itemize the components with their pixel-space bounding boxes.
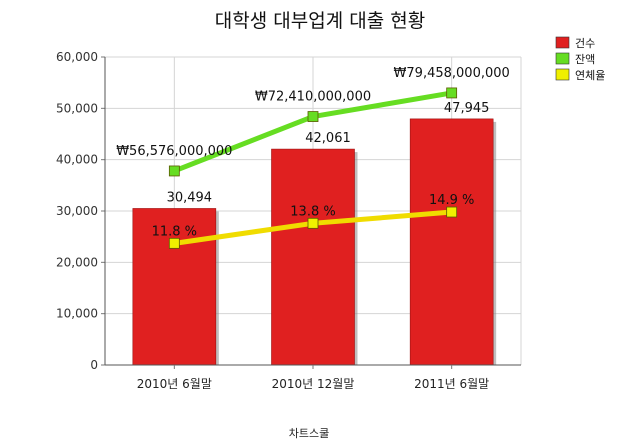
y-tick-label: 60,000 [56,50,98,64]
series-point [446,206,458,218]
x-tick-label: 2011년 6월말 [414,377,489,391]
axis-layer: 0 10,000 20,000 30,000 40,000 50,000 60,000 201… [56,50,521,391]
line-data-label: ₩56,576,000,000 [116,144,232,159]
chart-title: 대학생 대부업계 대출 현황 [215,10,425,32]
y-tick-label: 50,000 [56,101,98,115]
series-point [307,111,319,122]
label-layer: 30,494 42,061 47,945 ₩56,576,000,000 ₩72,410… [116,66,510,239]
legend-label: 건수 [575,37,595,50]
y-tick-label: 30,000 [56,204,98,218]
y-tick-label: 0 [90,358,98,372]
legend-label: 연체율 [575,69,605,82]
bar [271,148,355,366]
bar-layer [132,118,497,366]
line-data-label: 14.9 % [429,193,474,208]
bar [132,208,217,366]
x-tick-label: 2010년 6월말 [137,377,212,391]
legend-swatch [555,52,570,65]
y-tick-label: 40,000 [56,153,98,167]
series-point [307,217,319,229]
x-tick-label: 2010년 12월말 [272,377,355,391]
line-layer [168,87,458,249]
bar [409,118,494,366]
line-data-label: 13.8 % [290,204,335,219]
line-data-label: ₩72,410,000,000 [255,90,371,105]
series-point [446,87,458,99]
series-point [168,237,180,249]
line-data-label: ₩79,458,000,000 [394,66,510,81]
legend-label: 잔액 [575,53,595,66]
legend-swatch [555,68,570,81]
bar-data-label: 42,061 [305,131,351,146]
bar-data-label: 47,945 [444,101,490,116]
bar-data-label: 30,494 [167,190,213,205]
line-data-label: 11.8 % [152,224,197,239]
y-tick-label: 20,000 [56,255,98,269]
legend-swatch [555,36,570,49]
y-tick-label: 10,000 [56,307,98,321]
chart-footer: 차트스쿨 [289,427,329,440]
series-point [168,165,180,177]
